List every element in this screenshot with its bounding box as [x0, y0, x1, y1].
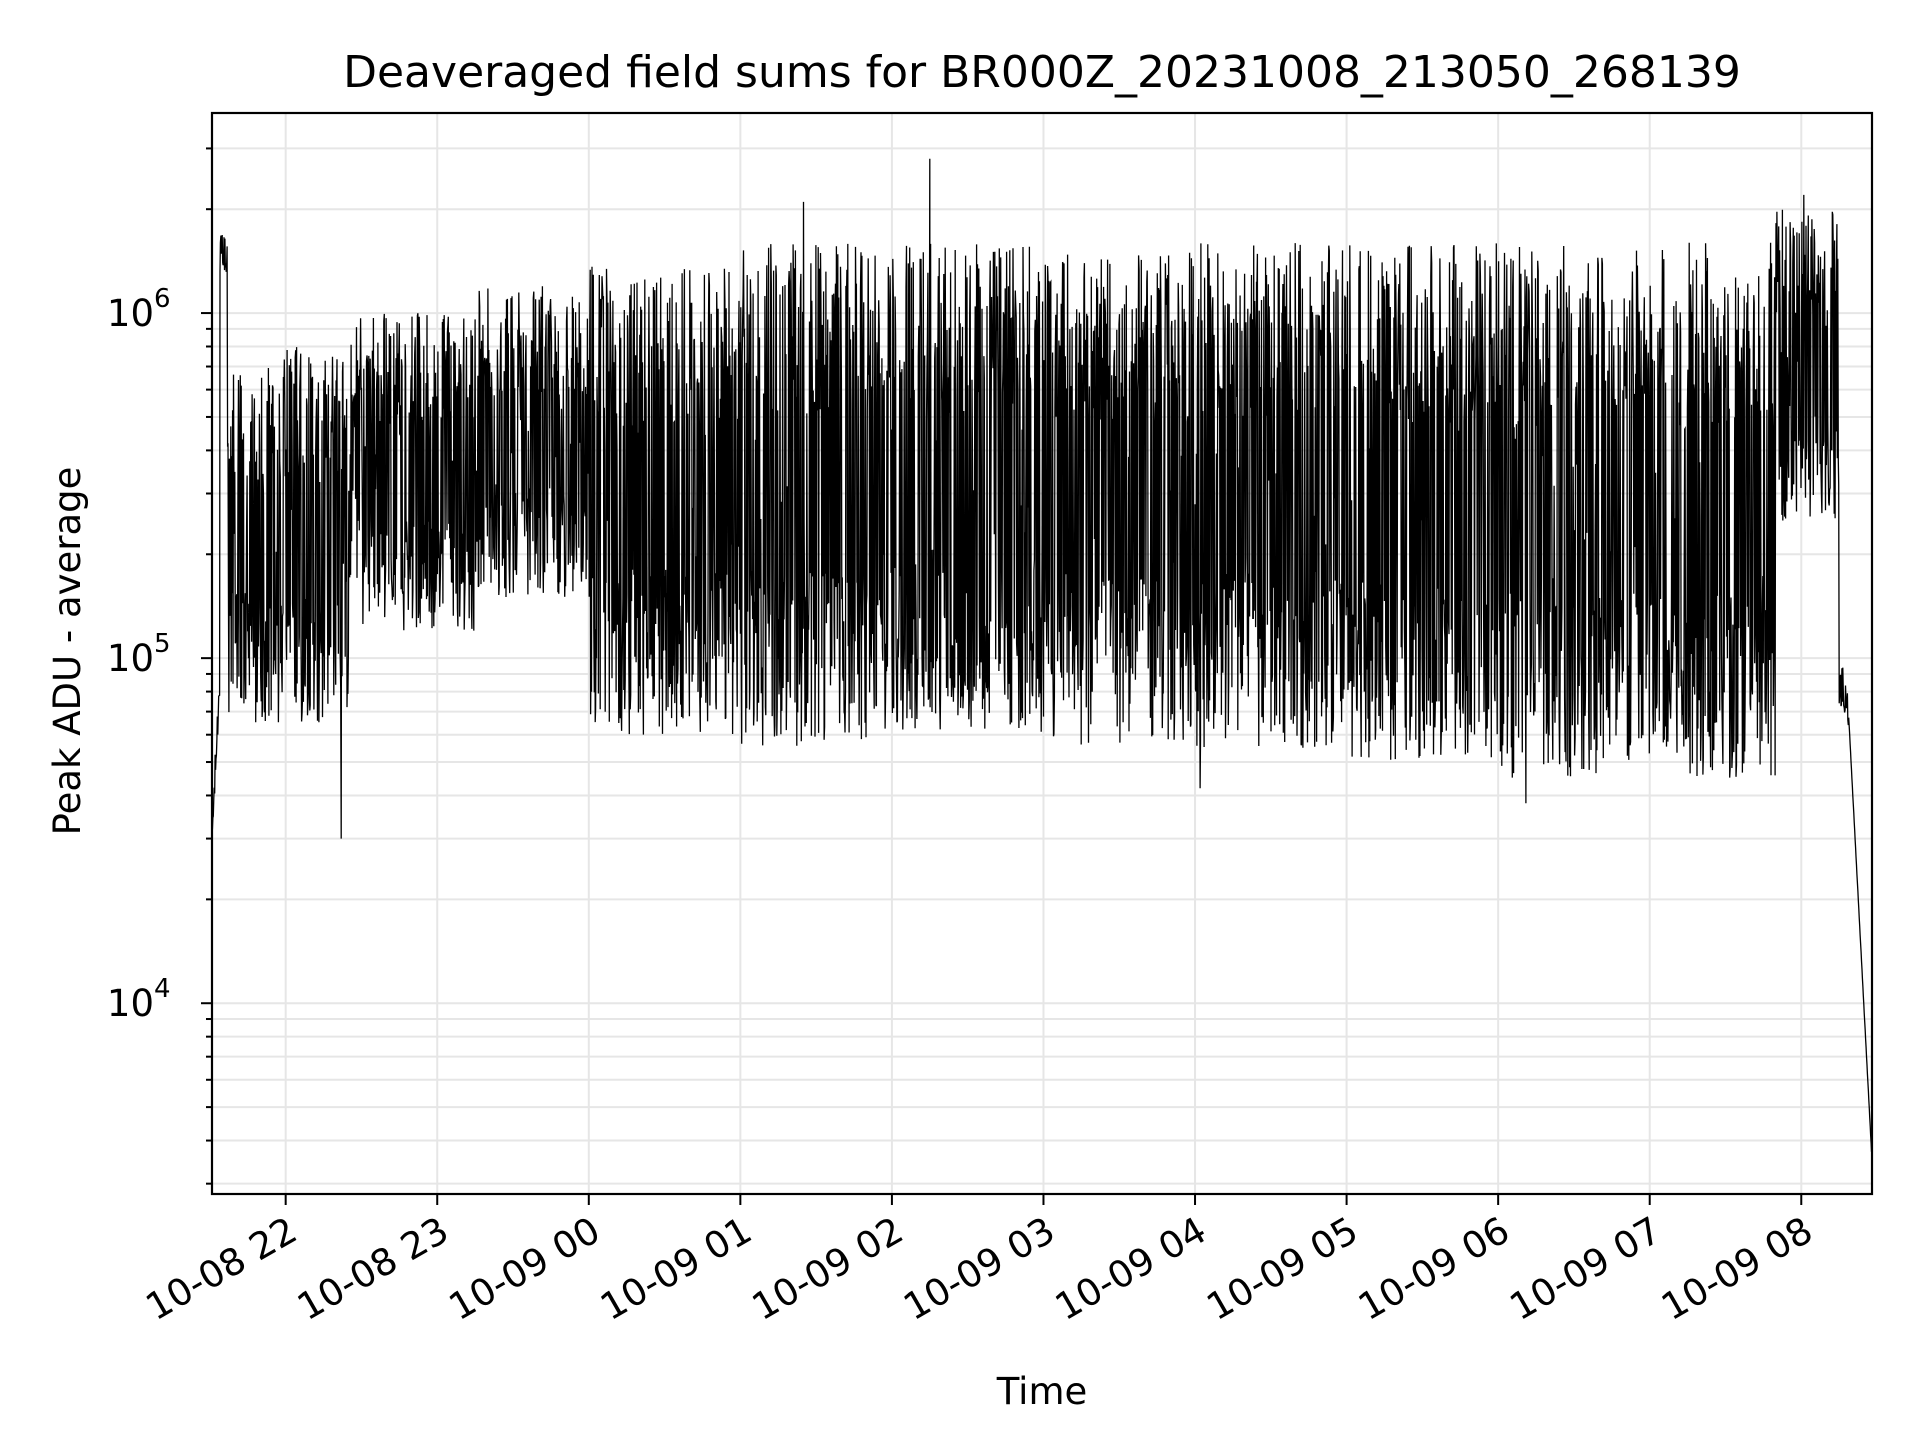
y-tick-label-exponent: 6	[154, 284, 171, 314]
y-tick-label: 10	[107, 982, 154, 1025]
chart-title: Deaveraged field sums for BR000Z_2023100…	[343, 47, 1741, 98]
y-tick-label-exponent: 5	[154, 629, 171, 659]
data-layer	[211, 158, 1873, 1152]
series-line	[211, 158, 1873, 1152]
y-tick-label: 10	[107, 292, 154, 335]
y-tick-label: 10	[107, 637, 154, 680]
y-tick-label-exponent: 4	[154, 974, 171, 1004]
y-axis-label: Peak ADU - average	[46, 467, 89, 836]
plot-frame	[210, 111, 1874, 1196]
x-axis-label: Time	[996, 1370, 1088, 1413]
